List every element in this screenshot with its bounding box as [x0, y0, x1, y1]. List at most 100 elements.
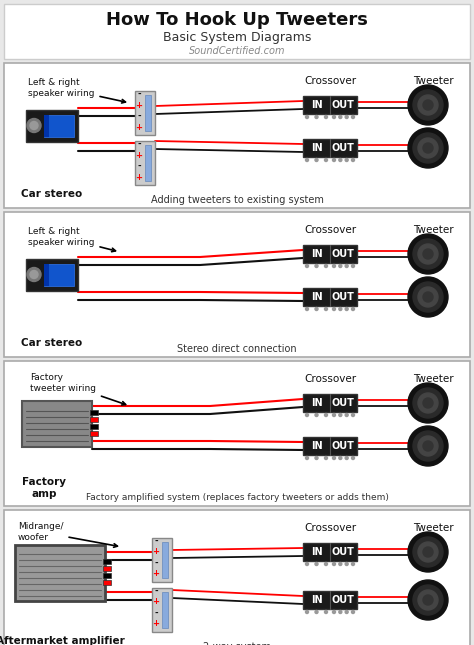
- Circle shape: [413, 282, 443, 312]
- Circle shape: [423, 292, 433, 302]
- Circle shape: [352, 115, 355, 119]
- Text: -: -: [137, 139, 141, 148]
- Circle shape: [352, 308, 355, 310]
- Bar: [103, 579, 111, 584]
- Circle shape: [408, 426, 448, 466]
- Bar: [26, 259, 78, 290]
- Circle shape: [325, 562, 328, 566]
- Text: Tweeter: Tweeter: [413, 76, 453, 86]
- Text: Aftermarket amplifier: Aftermarket amplifier: [0, 636, 124, 645]
- Text: OUT: OUT: [331, 595, 355, 605]
- Text: Crossover: Crossover: [304, 76, 356, 86]
- Text: +: +: [136, 172, 143, 181]
- Text: Factory
tweeter wiring: Factory tweeter wiring: [30, 373, 126, 405]
- Circle shape: [332, 611, 336, 613]
- Circle shape: [339, 159, 342, 161]
- Text: Car stereo: Car stereo: [21, 189, 82, 199]
- Circle shape: [423, 143, 433, 153]
- Circle shape: [345, 611, 348, 613]
- Circle shape: [345, 115, 348, 119]
- Text: OUT: OUT: [331, 100, 355, 110]
- Bar: [135, 141, 155, 185]
- Circle shape: [325, 308, 328, 310]
- Bar: [162, 592, 168, 628]
- Bar: [303, 139, 357, 157]
- Circle shape: [418, 244, 438, 264]
- Text: Tweeter: Tweeter: [413, 374, 453, 384]
- Circle shape: [423, 100, 433, 110]
- Text: IN: IN: [311, 441, 323, 451]
- Circle shape: [345, 264, 348, 268]
- Text: Left & right
speaker wiring: Left & right speaker wiring: [28, 227, 116, 252]
- Text: IN: IN: [311, 595, 323, 605]
- Circle shape: [418, 393, 438, 413]
- Text: Adding tweeters to existing system: Adding tweeters to existing system: [151, 195, 323, 205]
- Text: -: -: [154, 537, 158, 546]
- Text: SoundCertified.com: SoundCertified.com: [189, 46, 285, 56]
- Bar: [90, 424, 98, 428]
- Bar: [303, 543, 357, 561]
- Text: Midrange/
woofer: Midrange/ woofer: [18, 522, 118, 547]
- Bar: [90, 410, 98, 415]
- Text: IN: IN: [311, 398, 323, 408]
- Bar: [4, 4, 470, 59]
- Bar: [4, 63, 470, 208]
- Bar: [152, 588, 172, 632]
- Circle shape: [418, 287, 438, 307]
- Circle shape: [413, 537, 443, 567]
- Circle shape: [306, 308, 309, 310]
- Circle shape: [306, 413, 309, 417]
- Circle shape: [408, 128, 448, 168]
- Text: Tweeter: Tweeter: [413, 523, 453, 533]
- Circle shape: [418, 138, 438, 158]
- Text: -: -: [154, 559, 158, 568]
- Text: IN: IN: [311, 100, 323, 110]
- Text: -: -: [137, 161, 141, 170]
- Text: OUT: OUT: [331, 441, 355, 451]
- Text: +: +: [153, 619, 159, 628]
- Circle shape: [306, 264, 309, 268]
- Bar: [303, 288, 357, 306]
- Text: +: +: [136, 150, 143, 159]
- Bar: [103, 559, 111, 564]
- Bar: [303, 591, 357, 609]
- Circle shape: [408, 85, 448, 125]
- Text: +: +: [153, 570, 159, 579]
- Bar: [103, 566, 111, 570]
- Circle shape: [413, 133, 443, 163]
- Text: Car stereo: Car stereo: [21, 338, 82, 348]
- Circle shape: [325, 457, 328, 459]
- Bar: [90, 417, 98, 421]
- Circle shape: [352, 457, 355, 459]
- Circle shape: [315, 562, 318, 566]
- Text: Crossover: Crossover: [304, 523, 356, 533]
- Bar: [4, 361, 470, 506]
- Circle shape: [352, 611, 355, 613]
- Text: Crossover: Crossover: [304, 374, 356, 384]
- Bar: [4, 212, 470, 357]
- Circle shape: [30, 270, 38, 279]
- Circle shape: [325, 159, 328, 161]
- Circle shape: [418, 590, 438, 610]
- Circle shape: [315, 159, 318, 161]
- Circle shape: [345, 562, 348, 566]
- Circle shape: [413, 239, 443, 269]
- Text: -: -: [137, 90, 141, 99]
- Circle shape: [332, 413, 336, 417]
- Circle shape: [408, 277, 448, 317]
- Circle shape: [339, 264, 342, 268]
- Circle shape: [408, 234, 448, 274]
- Circle shape: [325, 413, 328, 417]
- Bar: [22, 401, 92, 446]
- Text: How To Hook Up Tweeters: How To Hook Up Tweeters: [106, 11, 368, 29]
- Circle shape: [408, 383, 448, 423]
- Circle shape: [332, 457, 336, 459]
- Bar: [162, 542, 168, 578]
- Text: Factory
amp: Factory amp: [22, 477, 66, 499]
- Circle shape: [408, 580, 448, 620]
- Bar: [44, 115, 74, 137]
- Circle shape: [315, 413, 318, 417]
- Circle shape: [306, 457, 309, 459]
- Text: OUT: OUT: [331, 398, 355, 408]
- Circle shape: [423, 547, 433, 557]
